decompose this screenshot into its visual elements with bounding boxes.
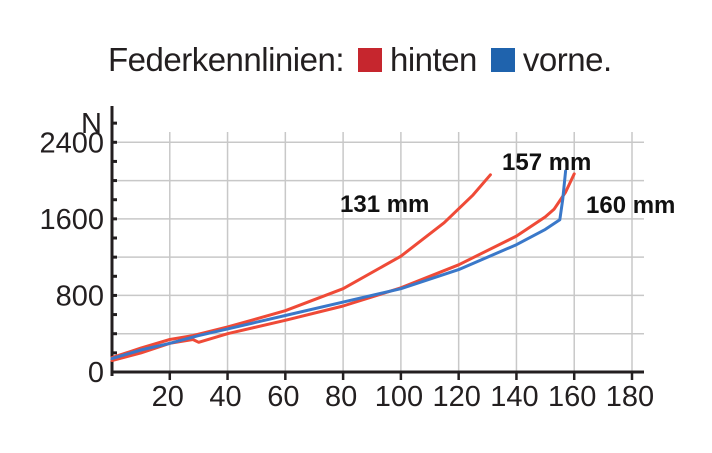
x-tick-label-180: 180 [606,381,654,413]
x-tick-label-40: 40 [209,381,241,413]
legend-label-hinten: hinten [390,41,477,78]
legend-swatch-vorne [490,48,515,72]
x-tick-label-80: 80 [325,381,357,413]
chart-legend: Federkennlinien: hinten vorne. [108,38,612,82]
y-axis-label: N [81,108,102,140]
series-line-hinten-0 [110,173,492,360]
x-tick-label-120: 120 [432,381,480,413]
y-tick-label-0: 0 [88,357,104,389]
annotation-131-mm: 131 mm [340,191,429,218]
x-tick-label-60: 60 [267,381,299,413]
x-tick-label-20: 20 [152,381,184,413]
y-tick-label-2400: 2400 [39,127,104,159]
annotation-160-mm: 160 mm [586,192,675,219]
x-tick-label-160: 160 [548,381,596,413]
legend-label-vorne: vorne. [522,41,612,78]
x-tick-label-140: 140 [490,381,538,413]
y-tick-label-1600: 1600 [39,204,104,236]
legend-swatch-hinten [358,48,382,72]
x-tick-label-100: 100 [375,381,423,413]
series-line-vorne-2 [110,169,568,361]
annotation-157-mm: 157 mm [502,149,591,176]
y-tick-label-800: 800 [56,280,104,312]
legend-title: Federkennlinien: [108,41,345,78]
